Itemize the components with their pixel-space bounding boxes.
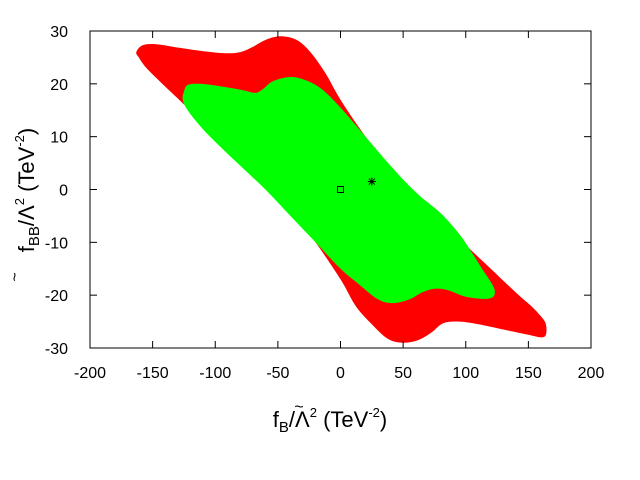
y-label-sub: BB — [26, 226, 43, 246]
x-label-rest: /Λ — [289, 407, 310, 432]
confidence-regions — [136, 36, 547, 343]
x-label-base: f — [273, 407, 280, 432]
y-tick-label: 0 — [59, 183, 68, 200]
y-label-tilde: ~ — [7, 272, 24, 281]
axis-ticks — [89, 30, 592, 349]
markers — [337, 177, 376, 193]
y-tick-label: 30 — [50, 24, 68, 41]
y-label-sup2: -2 — [12, 135, 27, 147]
x-tick-label: -50 — [266, 365, 289, 382]
svg-text:fB/Λ2 (TeV-2): fB/Λ2 (TeV-2) — [273, 405, 387, 436]
square-marker — [337, 186, 344, 193]
y-label-rest: /Λ — [14, 205, 39, 226]
star-marker — [367, 177, 376, 186]
y-label-paren-open: (TeV — [14, 146, 39, 198]
x-tick-label: 200 — [578, 365, 605, 382]
y-tick-label: -10 — [45, 235, 68, 252]
svg-text:fBB/Λ2 (TeV-2): fBB/Λ2 (TeV-2) — [12, 128, 43, 252]
y-label-sup1: 2 — [12, 198, 27, 205]
x-tick-label: 0 — [336, 365, 345, 382]
y-tick-label: -20 — [45, 288, 68, 305]
x-label-sub: B — [279, 419, 289, 436]
y-tick-labels: -30 -20 -10 0 10 20 30 — [45, 24, 68, 358]
x-tick-label: -100 — [199, 365, 231, 382]
y-tick-label: 10 — [50, 130, 68, 147]
inner-region — [182, 76, 495, 304]
x-tick-labels: -200 -150 -100 -50 0 50 100 150 200 — [74, 365, 604, 382]
x-label-sup1: 2 — [310, 405, 317, 420]
y-tick-label: 20 — [50, 77, 68, 94]
x-tick-label: -200 — [74, 365, 106, 382]
y-label-paren-close: ) — [14, 128, 39, 135]
x-label-paren-open: (TeV — [317, 407, 369, 432]
x-axis-label: fB/Λ2 (TeV-2) ~ — [273, 399, 387, 436]
x-tick-label: 50 — [394, 365, 412, 382]
x-tick-label: 150 — [515, 365, 542, 382]
y-axis-label: fBB/Λ2 (TeV-2) ~ — [7, 128, 43, 282]
x-label-sup2: -2 — [368, 405, 380, 420]
x-label-tilde: ~ — [294, 399, 303, 416]
x-label-paren-close: ) — [380, 407, 387, 432]
y-tick-label: -30 — [45, 341, 68, 358]
x-tick-label: -150 — [137, 365, 169, 382]
x-tick-label: 100 — [452, 365, 479, 382]
y-label-base: f — [14, 245, 39, 252]
